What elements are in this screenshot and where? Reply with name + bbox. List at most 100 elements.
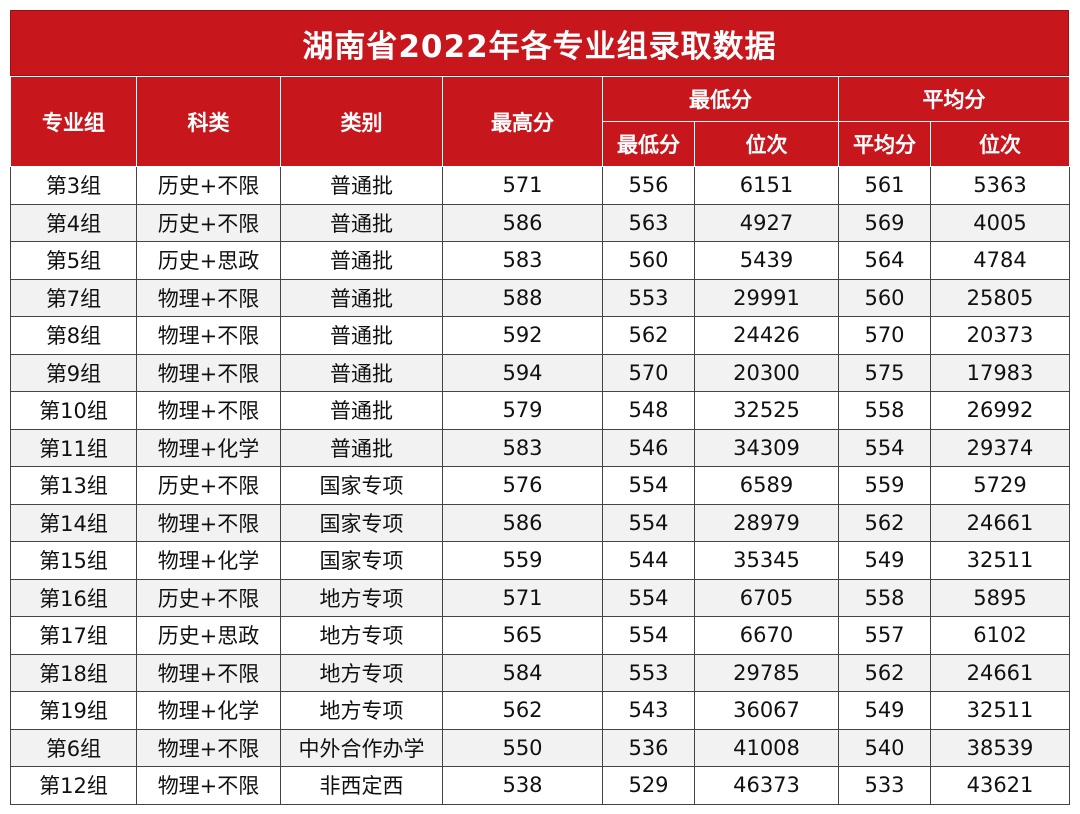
header-min-score: 最低分 [602, 121, 695, 167]
category-cell: 普通批 [280, 166, 443, 205]
avg-rank-cell: 24661 [930, 653, 1070, 692]
max-score-cell: 579 [442, 391, 603, 430]
min-rank-cell: 6670 [694, 616, 839, 655]
min-score-cell: 553 [602, 653, 695, 692]
min-rank-cell: 6589 [694, 466, 839, 505]
group-cell: 第9组 [10, 353, 137, 392]
avg-rank-cell: 5363 [930, 166, 1070, 205]
avg-score-cell: 564 [838, 241, 931, 280]
min-rank-cell: 29991 [694, 278, 839, 317]
subject-cell: 物理+化学 [136, 541, 281, 580]
subject-cell: 物理+不限 [136, 503, 281, 542]
min-rank-cell: 28979 [694, 503, 839, 542]
table-row: 第8组 物理+不限 普通批 592 562 24426 570 20373 [10, 316, 1070, 355]
category-cell: 地方专项 [280, 578, 443, 617]
max-score-cell: 576 [442, 466, 603, 505]
category-cell: 普通批 [280, 278, 443, 317]
max-score-cell: 562 [442, 691, 603, 730]
min-rank-cell: 35345 [694, 541, 839, 580]
category-cell: 国家专项 [280, 503, 443, 542]
min-score-cell: 560 [602, 241, 695, 280]
group-cell: 第7组 [10, 278, 137, 317]
min-score-cell: 554 [602, 616, 695, 655]
avg-rank-cell: 4005 [930, 203, 1070, 242]
avg-score-cell: 554 [838, 428, 931, 467]
avg-score-cell: 562 [838, 653, 931, 692]
group-cell: 第5组 [10, 241, 137, 280]
category-cell: 地方专项 [280, 691, 443, 730]
category-cell: 普通批 [280, 428, 443, 467]
subject-cell: 物理+不限 [136, 653, 281, 692]
table-row: 第9组 物理+不限 普通批 594 570 20300 575 17983 [10, 353, 1070, 392]
max-score-cell: 584 [442, 653, 603, 692]
avg-rank-cell: 6102 [930, 616, 1070, 655]
avg-score-cell: 575 [838, 353, 931, 392]
header-subject: 科类 [136, 76, 281, 167]
max-score-cell: 588 [442, 278, 603, 317]
header-avg-rank: 位次 [930, 121, 1070, 167]
category-cell: 国家专项 [280, 541, 443, 580]
max-score-cell: 571 [442, 578, 603, 617]
subject-cell: 物理+不限 [136, 278, 281, 317]
table-row: 第14组 物理+不限 国家专项 586 554 28979 562 24661 [10, 503, 1070, 542]
min-rank-cell: 6151 [694, 166, 839, 205]
max-score-cell: 583 [442, 428, 603, 467]
avg-score-cell: 569 [838, 203, 931, 242]
category-cell: 国家专项 [280, 466, 443, 505]
category-cell: 地方专项 [280, 653, 443, 692]
min-score-cell: 563 [602, 203, 695, 242]
group-cell: 第18组 [10, 653, 137, 692]
table-row: 第15组 物理+化学 国家专项 559 544 35345 549 32511 [10, 541, 1070, 580]
group-cell: 第11组 [10, 428, 137, 467]
header-category: 类别 [280, 76, 443, 167]
admission-table-card: 湖南省2022年各专业组录取数据 专业组 科类 类别 最高分 最低分 平均分 最… [10, 10, 1070, 805]
avg-score-cell: 557 [838, 616, 931, 655]
min-rank-cell: 34309 [694, 428, 839, 467]
avg-score-cell: 533 [838, 766, 931, 805]
max-score-cell: 583 [442, 241, 603, 280]
avg-rank-cell: 25805 [930, 278, 1070, 317]
max-score-cell: 565 [442, 616, 603, 655]
category-cell: 中外合作办学 [280, 728, 443, 767]
avg-rank-cell: 26992 [930, 391, 1070, 430]
group-cell: 第16组 [10, 578, 137, 617]
max-score-cell: 559 [442, 541, 603, 580]
min-score-cell: 546 [602, 428, 695, 467]
table-row: 第5组 历史+思政 普通批 583 560 5439 564 4784 [10, 241, 1070, 280]
admission-table: 专业组 科类 类别 最高分 最低分 平均分 最低分 位次 平均分 位次 第3组历… [10, 76, 1070, 805]
subject-cell: 历史+不限 [136, 578, 281, 617]
table-row: 第6组 物理+不限 中外合作办学 550 536 41008 540 38539 [10, 728, 1070, 767]
avg-score-cell: 562 [838, 503, 931, 542]
table-row: 第4组 历史+不限 普通批 586 563 4927 569 4005 [10, 203, 1070, 242]
group-cell: 第4组 [10, 203, 137, 242]
subject-cell: 物理+不限 [136, 316, 281, 355]
group-cell: 第12组 [10, 766, 137, 805]
table-row: 第3组 历史+不限 普通批 571 556 6151 561 5363 [10, 166, 1070, 205]
max-score-cell: 592 [442, 316, 603, 355]
min-score-cell: 529 [602, 766, 695, 805]
min-score-cell: 536 [602, 728, 695, 767]
table-row: 第17组 历史+思政 地方专项 565 554 6670 557 6102 [10, 616, 1070, 655]
table-row: 第7组 物理+不限 普通批 588 553 29991 560 25805 [10, 278, 1070, 317]
avg-rank-cell: 4784 [930, 241, 1070, 280]
subject-cell: 物理+不限 [136, 391, 281, 430]
group-cell: 第15组 [10, 541, 137, 580]
min-rank-cell: 4927 [694, 203, 839, 242]
header-avg-group: 平均分 [838, 76, 1070, 122]
table-body: 第3组 历史+不限 普通批 571 556 6151 561 5363 第4组 历史+不限 普通批 5… [10, 166, 1070, 805]
table-row: 第19组 物理+化学 地方专项 562 543 36067 549 32511 [10, 691, 1070, 730]
subject-cell: 历史+不限 [136, 203, 281, 242]
group-cell: 第17组 [10, 616, 137, 655]
max-score-cell: 586 [442, 503, 603, 542]
min-rank-cell: 24426 [694, 316, 839, 355]
min-score-cell: 543 [602, 691, 695, 730]
avg-rank-cell: 38539 [930, 728, 1070, 767]
header-avg-score: 平均分 [838, 121, 931, 167]
subject-cell: 历史+不限 [136, 466, 281, 505]
avg-score-cell: 558 [838, 391, 931, 430]
min-rank-cell: 20300 [694, 353, 839, 392]
avg-score-cell: 559 [838, 466, 931, 505]
avg-score-cell: 540 [838, 728, 931, 767]
subject-cell: 历史+不限 [136, 166, 281, 205]
max-score-cell: 538 [442, 766, 603, 805]
